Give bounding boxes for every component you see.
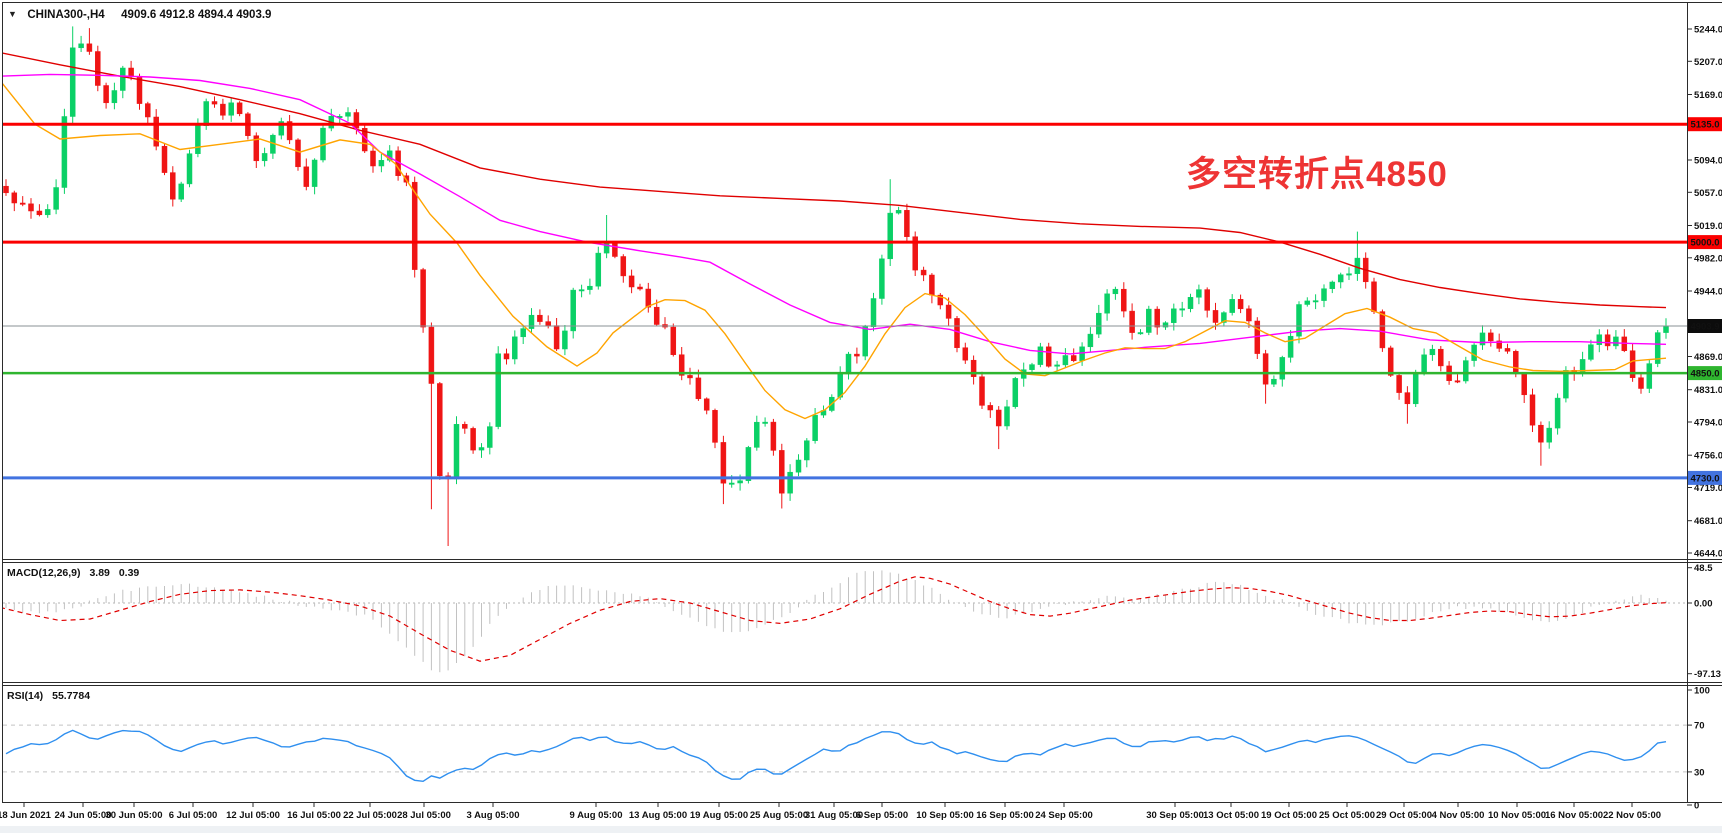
panel-frame [2, 2, 1722, 803]
date-tick-label: 16 Nov 05:00 [1545, 810, 1603, 821]
symbol-timeframe-label: CHINA300-,H4 [27, 9, 105, 21]
price-badge: 5000.0 [1688, 235, 1722, 250]
price-tick-label: 4681.0 [1694, 516, 1722, 527]
macd-axis-label: 48.5 [1694, 563, 1713, 574]
price-tick-label: 4982.0 [1694, 253, 1722, 264]
chart-annotation-text[interactable]: 多空转折点4850 [1186, 155, 1448, 194]
date-tick-label: 25 Oct 05:00 [1319, 810, 1375, 821]
macd-main-value: 3.89 [89, 567, 110, 579]
chart-title-bar: ▼ CHINA300-,H4 4909.6 4912.8 4894.4 4903… [8, 5, 271, 23]
svg-text:4850.0: 4850.0 [1690, 369, 1719, 380]
date-tick-label: 24 Jun 05:00 [54, 810, 111, 821]
date-tick-label: 18 Jun 2021 [0, 810, 52, 821]
rsi-value: 55.7784 [52, 690, 91, 702]
macd-signal-value: 0.39 [118, 567, 140, 579]
badges-layer: 5135.0 5000.0 4850.0 4730.0 4903.9 [1688, 117, 1722, 485]
rsi-axis-label: 100 [1694, 686, 1710, 697]
date-tick-label: 28 Jul 05:00 [397, 810, 451, 821]
macd-signal-line [3, 576, 1667, 662]
ma-slow-red [3, 52, 1667, 309]
date-tick-label: 22 Nov 05:00 [1603, 810, 1661, 821]
ma-fast-orange [3, 83, 1667, 420]
date-tick-label: 4 Nov 05:00 [1432, 810, 1485, 821]
macd-panel [3, 570, 1687, 673]
price-tick-label: 5057.0 [1694, 188, 1722, 199]
levels-layer [3, 122, 1687, 480]
rsi-panel [3, 724, 1687, 783]
date-tick-label: 10 Sep 05:00 [916, 810, 974, 821]
date-tick-label: 13 Aug 05:00 [629, 810, 687, 821]
date-tick-label: 24 Sep 05:00 [1035, 810, 1093, 821]
macd-name: MACD(12,26,9) [7, 567, 81, 579]
date-tick-label: 22 Jul 05:00 [343, 810, 397, 821]
date-tick-label: 30 Jun 05:00 [105, 810, 162, 821]
date-tick-label: 13 Oct 05:00 [1203, 810, 1259, 821]
rsi-axis-label: 0 [1694, 801, 1699, 812]
rsi-name: RSI(14) [7, 690, 44, 702]
price-tick-label: 4719.0 [1694, 483, 1722, 494]
ohlc-quote-label: 4909.6 4912.8 4894.4 4903.9 [121, 9, 272, 21]
date-tick-label: 12 Jul 05:00 [226, 810, 280, 821]
rsi-axis-label: 70 [1694, 721, 1705, 732]
ma-lines-layer [3, 52, 1667, 420]
bottom-strip [0, 826, 1722, 833]
date-tick-label: 19 Aug 05:00 [690, 810, 748, 821]
date-tick-label: 10 Nov 05:00 [1488, 810, 1546, 821]
ma-mid-magenta [3, 73, 1667, 355]
macd-indicator-label: MACD(12,26,9) 3.89 0.39 [7, 567, 139, 579]
date-tick-label: 30 Sep 05:00 [1146, 810, 1204, 821]
date-tick-label: 29 Oct 05:00 [1376, 810, 1432, 821]
price-tick-label: 5019.0 [1694, 221, 1722, 232]
svg-text:4903.9: 4903.9 [1690, 322, 1719, 333]
price-tick-label: 5094.0 [1694, 156, 1722, 167]
price-badge: 4730.0 [1688, 470, 1722, 485]
price-tick-label: 4831.0 [1694, 385, 1722, 396]
symbol-dropdown-icon[interactable]: ▼ [8, 9, 17, 19]
date-tick-label: 3 Aug 05:00 [467, 810, 520, 821]
rsi-axis-label: 30 [1694, 767, 1705, 778]
date-tick-label: 25 Aug 05:00 [750, 810, 808, 821]
svg-text:5135.0: 5135.0 [1690, 120, 1719, 131]
date-tick-label: 19 Oct 05:00 [1261, 810, 1317, 821]
price-tick-label: 5244.0 [1694, 25, 1722, 36]
date-tick-label: 16 Sep 05:00 [976, 810, 1034, 821]
price-badge: 5135.0 [1688, 117, 1722, 132]
price-tick-label: 4644.0 [1694, 549, 1722, 560]
rsi-axis: 100 70 30 0 [1687, 686, 1710, 812]
svg-text:4730.0: 4730.0 [1690, 473, 1719, 484]
price-tick-label: 5169.0 [1694, 90, 1722, 101]
price-tick-label: 4756.0 [1694, 451, 1722, 462]
price-badge: 4850.0 [1688, 366, 1722, 381]
candles-layer [3, 26, 1669, 546]
price-tick-label: 4944.0 [1694, 287, 1722, 298]
svg-text:5000.0: 5000.0 [1690, 238, 1719, 249]
date-tick-label: 9 Aug 05:00 [570, 810, 623, 821]
date-tick-label: 31 Aug 05:00 [805, 810, 863, 821]
date-tick-label: 6 Jul 05:00 [169, 810, 218, 821]
date-tick-label: 16 Jul 05:00 [287, 810, 341, 821]
macd-axis-label: -97.13 [1694, 669, 1721, 680]
price-tick-label: 4794.0 [1694, 418, 1722, 429]
rsi-indicator-label: RSI(14) 55.7784 [7, 690, 90, 702]
price-badge: 4903.9 [1688, 319, 1722, 333]
date-tick-label: 6 Sep 05:00 [856, 810, 908, 821]
rsi-line [5, 729, 1667, 783]
macd-axis-label: 0.00 [1694, 599, 1713, 610]
price-tick-label: 4869.0 [1694, 352, 1722, 363]
macd-axis: 48.5 0.00 -97.13 [1687, 563, 1721, 680]
price-tick-label: 5207.0 [1694, 57, 1722, 68]
